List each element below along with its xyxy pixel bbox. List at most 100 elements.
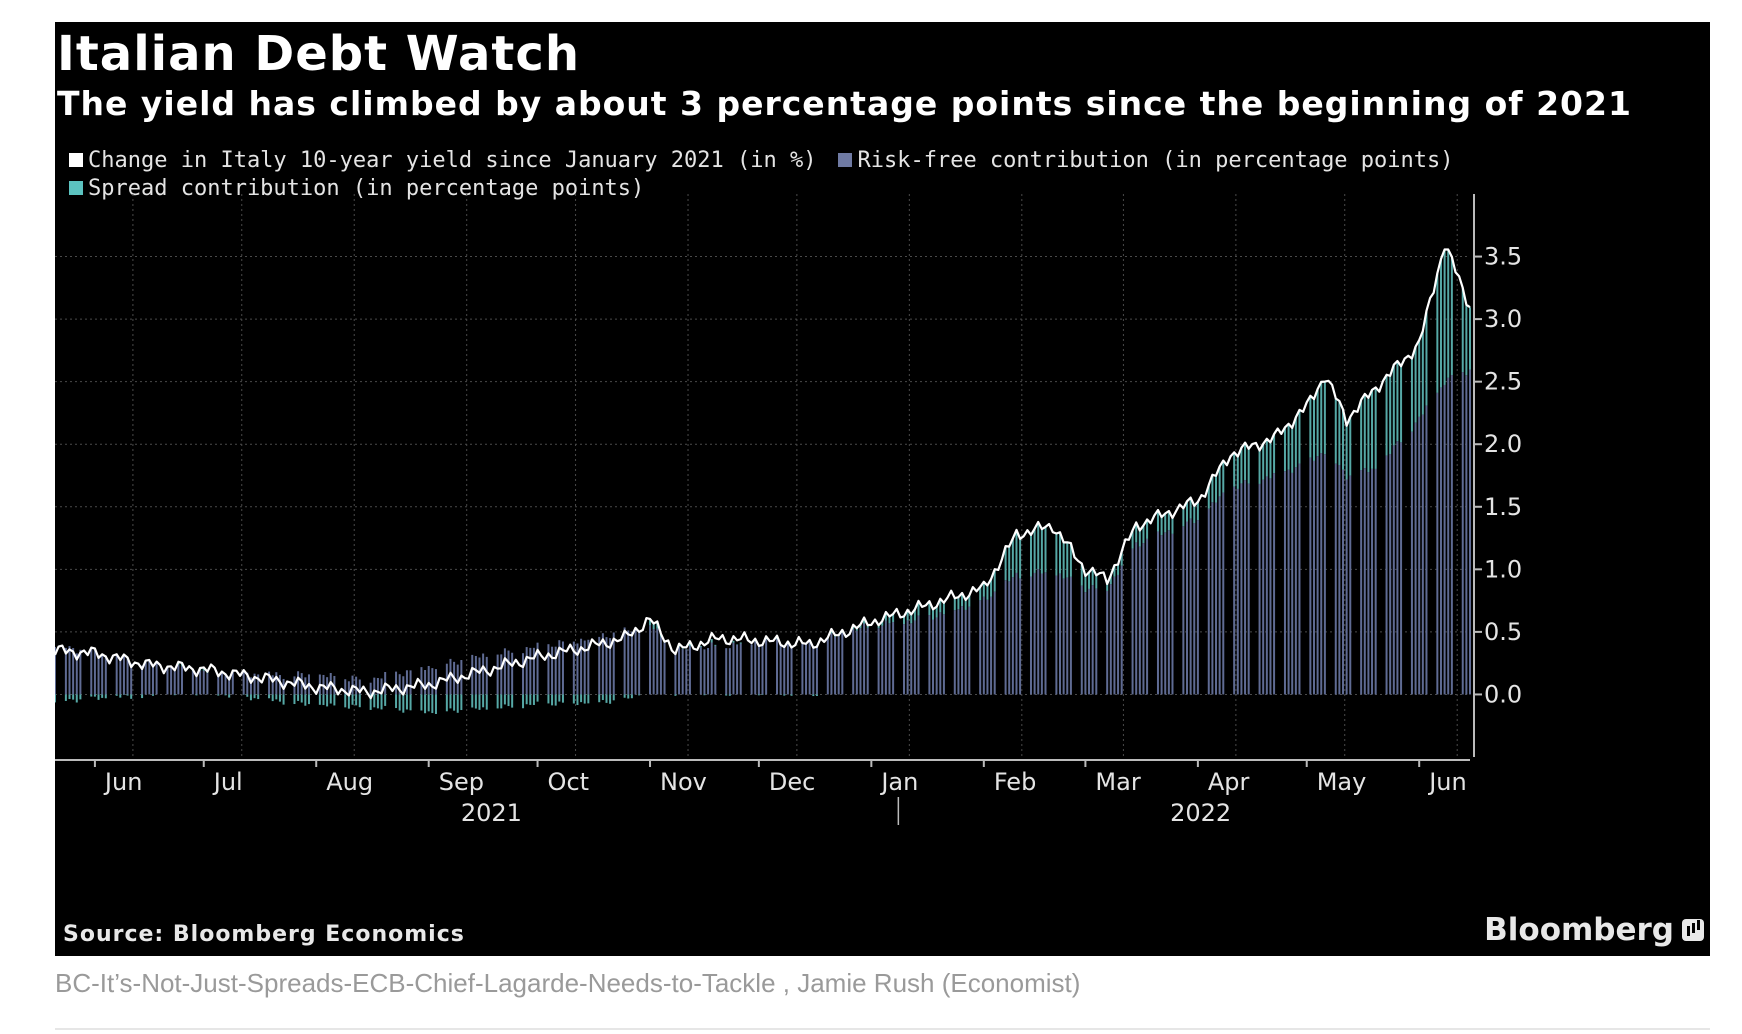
bar-risk-free	[1425, 405, 1428, 695]
bar-risk-free	[1156, 531, 1159, 695]
y-tick-label: 3.0	[1484, 305, 1522, 333]
bar-spread	[1414, 346, 1417, 423]
bar-spread	[968, 595, 971, 607]
bar-risk-free	[90, 648, 93, 695]
x-tick-label: Jan	[879, 768, 918, 796]
bar-risk-free	[148, 660, 151, 695]
bar-spread	[119, 694, 122, 698]
bar-spread	[1421, 331, 1424, 415]
x-tick-label: Jun	[1427, 768, 1467, 796]
bar-risk-free	[855, 630, 858, 695]
bar-risk-free	[482, 653, 485, 695]
bar-risk-free	[881, 625, 884, 695]
bar-spread	[1349, 416, 1352, 476]
bar-risk-free	[761, 644, 764, 695]
bar-spread	[1461, 287, 1464, 373]
bar-spread	[1171, 517, 1174, 534]
bar-spread	[1334, 398, 1337, 464]
brand-logo: Bloomberg	[1484, 912, 1704, 948]
bar-risk-free	[1033, 572, 1036, 695]
bar-risk-free	[1334, 463, 1337, 695]
bar-risk-free	[1084, 592, 1087, 695]
bar-risk-free	[612, 632, 615, 695]
bar-spread	[1323, 381, 1326, 455]
bar-risk-free	[1164, 532, 1167, 695]
bar-spread	[115, 694, 118, 696]
bar-risk-free	[1008, 581, 1011, 695]
bar-risk-free	[119, 658, 122, 695]
bar-risk-free	[1091, 585, 1094, 695]
bar-risk-free	[503, 648, 506, 695]
bar-risk-free	[1106, 590, 1109, 695]
bar-spread	[630, 694, 633, 699]
bar-spread	[424, 694, 427, 714]
bar-risk-free	[1291, 472, 1294, 695]
bar-risk-free	[72, 648, 75, 695]
bar-risk-free	[888, 623, 891, 695]
bar-risk-free	[180, 665, 183, 695]
bar-risk-free	[431, 668, 434, 695]
bar-spread	[257, 694, 260, 700]
bar-risk-free	[253, 673, 256, 695]
bar-risk-free	[725, 648, 728, 695]
bar-risk-free	[942, 614, 945, 695]
bar-spread	[268, 694, 271, 699]
bar-spread	[1109, 575, 1112, 585]
bar-spread	[1316, 389, 1319, 457]
bar-spread	[253, 694, 256, 699]
bar-spread	[282, 694, 285, 705]
bar-risk-free	[224, 673, 227, 695]
bar-spread	[906, 609, 909, 621]
bar-spread	[532, 694, 535, 705]
bar-spread	[1189, 497, 1192, 519]
bar-spread	[993, 569, 996, 592]
bar-spread	[1392, 364, 1395, 446]
bar-risk-free	[1066, 577, 1069, 695]
bar-spread	[649, 618, 652, 626]
bar-risk-free	[1040, 573, 1043, 695]
bar-spread	[1011, 538, 1014, 578]
bar-spread	[300, 694, 303, 703]
bar-risk-free	[685, 649, 688, 695]
bar-spread	[859, 624, 862, 629]
bar-spread	[1160, 517, 1163, 536]
bar-spread	[1269, 442, 1272, 479]
bar-spread	[964, 599, 967, 610]
bar-spread	[583, 694, 586, 704]
bar-risk-free	[191, 670, 194, 695]
y-tick-label: 2.5	[1484, 368, 1522, 396]
bar-spread	[576, 694, 579, 706]
bar-spread	[90, 694, 93, 697]
bar-risk-free	[986, 599, 989, 695]
bar-risk-free	[1196, 520, 1199, 695]
bar-risk-free	[1469, 369, 1471, 695]
bar-spread	[126, 694, 129, 696]
bar-risk-free	[1109, 584, 1112, 695]
bar-risk-free	[522, 653, 525, 695]
bar-risk-free	[1312, 460, 1315, 695]
bar-risk-free	[605, 637, 608, 695]
bar-risk-free	[1345, 479, 1348, 695]
legend-swatch-spread	[69, 181, 83, 195]
bar-risk-free	[1309, 457, 1312, 695]
bar-risk-free	[1088, 588, 1091, 695]
bar-spread	[525, 694, 528, 705]
bar-spread	[173, 694, 176, 696]
bar-risk-free	[1044, 572, 1047, 695]
bar-risk-free	[271, 675, 274, 695]
bar-risk-free	[75, 653, 78, 695]
bar-spread	[104, 694, 107, 699]
bar-risk-free	[1037, 569, 1040, 695]
bar-risk-free	[1450, 375, 1453, 695]
bar-spread	[445, 694, 448, 712]
bar-risk-free	[1421, 414, 1424, 695]
bar-risk-free	[1392, 445, 1395, 695]
bar-spread	[293, 694, 296, 705]
bar-spread	[1418, 340, 1421, 417]
bar-risk-free	[529, 647, 532, 695]
bar-spread	[1298, 409, 1301, 464]
bar-spread	[304, 694, 307, 706]
bar-risk-free	[220, 672, 223, 695]
bar-spread	[1040, 529, 1043, 574]
bar-spread	[68, 694, 71, 700]
